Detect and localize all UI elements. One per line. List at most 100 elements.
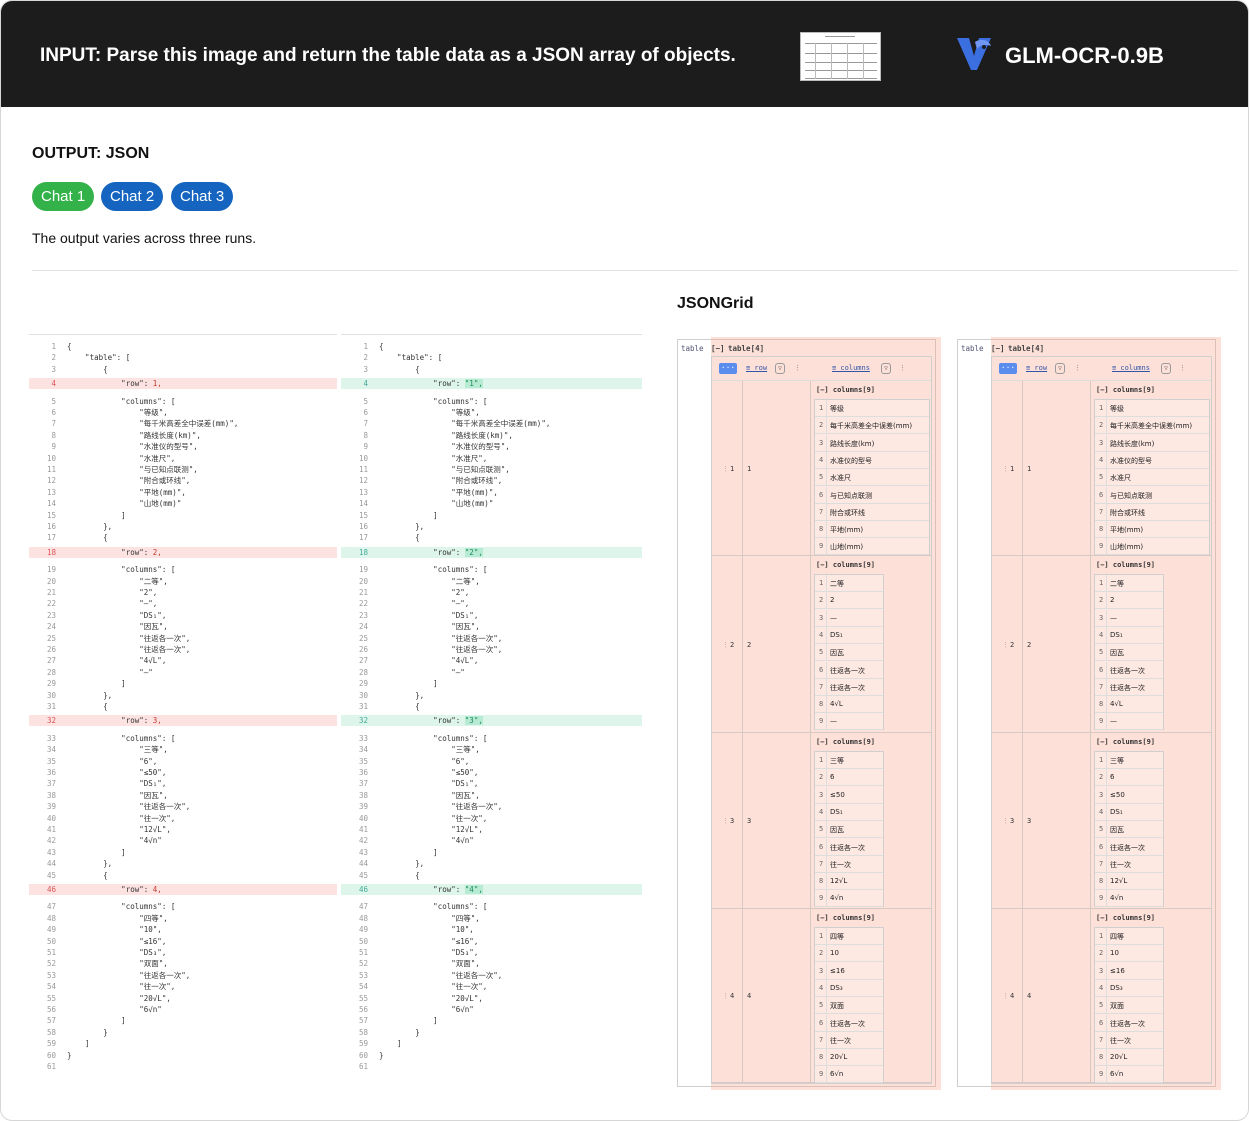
cell-divider (826, 713, 827, 731)
nested-columns-label[interactable]: [−] columns[9] (1096, 561, 1156, 569)
kebab-icon[interactable]: ⋮ (1179, 364, 1186, 372)
line-text: "row": 2, (67, 547, 162, 557)
nested-columns-label[interactable]: [−] columns[9] (1096, 738, 1156, 746)
code-line: 14 "山地(mm)" (29, 498, 337, 509)
nested-cell: 8 4√L (815, 696, 883, 714)
drag-handle-icon[interactable]: ⋮ (1002, 817, 1009, 825)
line-text: "往返各一次", (67, 645, 191, 654)
line-text: "DS₁", (379, 610, 479, 620)
nested-cell: 8 12√L (1095, 873, 1163, 891)
cell-divider (1106, 855, 1107, 873)
drag-handle-icon[interactable]: ⋮ (1002, 992, 1009, 1000)
collapse-toggle[interactable]: [−] (711, 344, 725, 353)
cell-divider (826, 928, 827, 945)
line-text: "往返各一次", (379, 633, 503, 643)
nested-columns-label[interactable]: [−] columns[9] (816, 561, 876, 569)
line-number: 38 (46, 790, 56, 800)
line-number: 24 (46, 622, 56, 632)
nested-columns-label[interactable]: [−] columns[9] (816, 386, 876, 394)
chat-2-button[interactable]: Chat 2 (101, 182, 164, 211)
line-text: "三等", (67, 745, 168, 755)
line-number: 57 (46, 1016, 56, 1026)
line-number: 55 (358, 993, 368, 1003)
cell-value: — (830, 717, 837, 726)
line-number: 24 (358, 622, 368, 632)
line-text: "往返各一次", (67, 970, 191, 980)
chat-3-button[interactable]: Chat 3 (171, 182, 234, 211)
changed-value: "1", (464, 379, 483, 389)
column-header-columns-sort[interactable]: ≡ columns (1112, 364, 1150, 372)
row-value: 4 (747, 992, 752, 1000)
code-line: 36 "≤50", (29, 767, 337, 778)
code-line: 5 "columns": [ (29, 396, 337, 407)
line-text: { (67, 533, 108, 543)
nested-columns-label[interactable]: [−] columns[9] (1096, 914, 1156, 922)
filter-icon[interactable]: ▽ (881, 363, 891, 374)
grid-row: ⋮ 1 1 [−] columns[9] 1 等级 2 每千米高差全中误差(mm) 3 路线长度(… (712, 381, 931, 556)
line-number: 25 (358, 633, 368, 643)
drag-handle-icon[interactable]: ⋮ (722, 640, 729, 649)
row-value: 3 (1027, 817, 1032, 825)
line-text: "row": "3", (379, 716, 483, 726)
diff-line-add: 18 "row": "2", (341, 546, 642, 558)
line-text: { (379, 533, 420, 543)
grid-row: ⋮ 2 2 [−] columns[9] 1 二等 2 2 3—4 DS₁ 5 因瓦 6 往返各一次 7 往返… (712, 556, 931, 733)
line-text: "4√L", (67, 656, 167, 666)
cell-index: 9 (819, 894, 824, 903)
line-number: 31 (46, 702, 56, 711)
kebab-icon[interactable]: ⋮ (899, 364, 906, 372)
column-header-columns-sort[interactable]: ≡ columns (832, 364, 870, 372)
line-text: "四等", (379, 913, 480, 923)
code-line: 49 "10", (29, 924, 337, 935)
code-line: 49 "10", (341, 924, 642, 935)
line-number: 42 (46, 836, 56, 846)
code-line: 55 "20√L", (29, 993, 337, 1004)
filter-icon[interactable]: ▽ (1161, 363, 1171, 374)
line-number: 20 (358, 576, 368, 586)
code-line: 33 "columns": [ (29, 733, 337, 744)
cell-value: 4√L (1110, 700, 1123, 709)
collapse-toggle[interactable]: [−] (991, 344, 1005, 353)
line-text: "平地(mm)", (67, 487, 186, 497)
nested-columns-label[interactable]: [−] columns[9] (1096, 386, 1156, 394)
row-value: 4 (1027, 992, 1032, 1000)
nested-columns-label[interactable]: [−] columns[9] (816, 738, 876, 746)
chat-1-button[interactable]: Chat 1 (32, 182, 95, 211)
nested-columns-label[interactable]: [−] columns[9] (816, 914, 876, 922)
cell-value: DS₁ (1110, 630, 1123, 639)
cell-divider (1106, 752, 1107, 769)
line-text: "因瓦", (67, 622, 168, 632)
cell-value: 三等 (1110, 757, 1124, 765)
cell-index: 9 (1099, 717, 1104, 726)
code-line: 6 "等级", (341, 407, 642, 418)
row-index: 4 (1010, 992, 1015, 1000)
column-header-row-sort[interactable]: ≡ row (746, 364, 768, 372)
line-text: { (379, 342, 384, 351)
drag-handle-icon[interactable]: ⋮ (1002, 464, 1009, 473)
line-number: 45 (46, 870, 56, 880)
filter-icon[interactable]: ▽ (775, 363, 785, 374)
kebab-icon[interactable]: ⋮ (794, 364, 801, 372)
drag-handle-icon[interactable]: ⋮ (722, 464, 729, 473)
cell-value: 12√L (830, 877, 848, 886)
line-number: 23 (46, 610, 56, 620)
drag-handle-icon[interactable]: ⋮ (722, 992, 729, 1000)
line-text: "DS₃", (67, 948, 167, 957)
cell-value: DS₃ (830, 983, 843, 992)
line-text: "columns": [ (379, 396, 488, 406)
cell-divider (1106, 678, 1107, 696)
row-index: 4 (730, 992, 735, 1000)
cell-value: 往返各一次 (830, 666, 865, 675)
grid-menu-button[interactable]: ··· (719, 363, 737, 374)
drag-handle-icon[interactable]: ⋮ (722, 817, 729, 825)
grid-menu-button[interactable]: ··· (999, 363, 1017, 374)
code-line: 38 "因瓦", (341, 790, 642, 801)
drag-handle-icon[interactable]: ⋮ (1002, 640, 1009, 649)
line-number: 8 (51, 430, 56, 440)
line-number: 39 (46, 802, 56, 812)
line-number: 1 (51, 342, 56, 351)
kebab-icon[interactable]: ⋮ (1074, 364, 1081, 372)
filter-icon[interactable]: ▽ (1055, 363, 1065, 374)
cell-value: 附合或环线 (830, 508, 865, 517)
column-header-row-sort[interactable]: ≡ row (1026, 364, 1048, 372)
